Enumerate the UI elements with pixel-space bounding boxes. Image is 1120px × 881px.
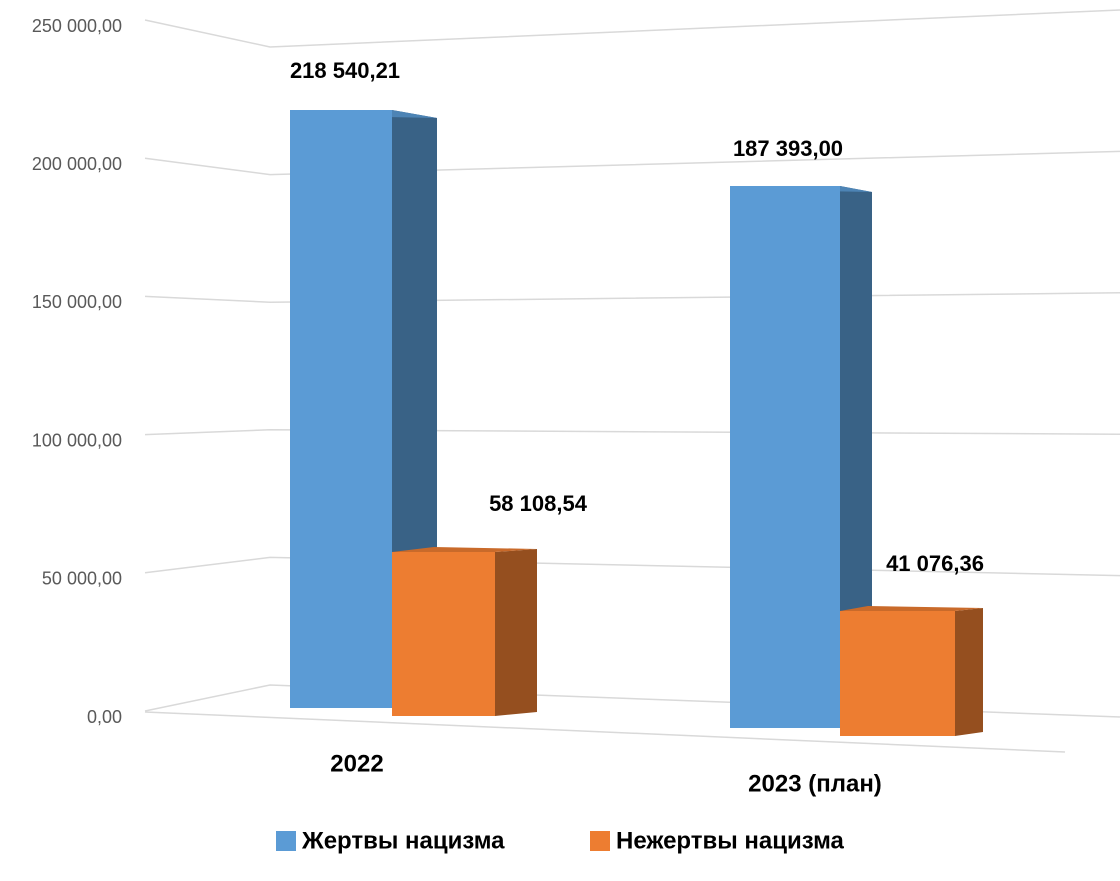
legend-swatch: [590, 831, 610, 851]
bar-side: [495, 548, 537, 716]
bar: [840, 610, 955, 736]
legend-label: Нежертвы нацизма: [616, 827, 845, 854]
y-tick-label: 200 000,00: [32, 154, 122, 174]
bar: [290, 109, 392, 708]
grid-line: [144, 9, 1120, 48]
bar-side: [840, 186, 872, 728]
x-tick-label: 2022: [330, 750, 383, 777]
y-tick-label: 250 000,00: [32, 16, 122, 36]
bar: [730, 186, 840, 728]
bar-side: [955, 607, 983, 736]
y-tick-label: 50 000,00: [42, 569, 122, 589]
y-tick-label: 0,00: [87, 707, 122, 727]
bar: [392, 551, 495, 716]
grid-line: [144, 150, 1120, 176]
bar-top: [840, 605, 983, 611]
floor-edge: [144, 711, 1066, 753]
value-label: 41 076,36: [886, 551, 984, 576]
legend-swatch: [276, 831, 296, 851]
y-tick-label: 150 000,00: [32, 292, 122, 312]
value-label: 187 393,00: [733, 136, 843, 161]
legend-label: Жертвы нацизма: [301, 827, 505, 854]
value-label: 218 540,21: [290, 58, 400, 83]
bar-top: [392, 546, 537, 552]
value-label: 58 108,54: [489, 491, 588, 516]
x-tick-label: 2023 (план): [748, 770, 882, 797]
y-tick-label: 100 000,00: [32, 430, 122, 450]
